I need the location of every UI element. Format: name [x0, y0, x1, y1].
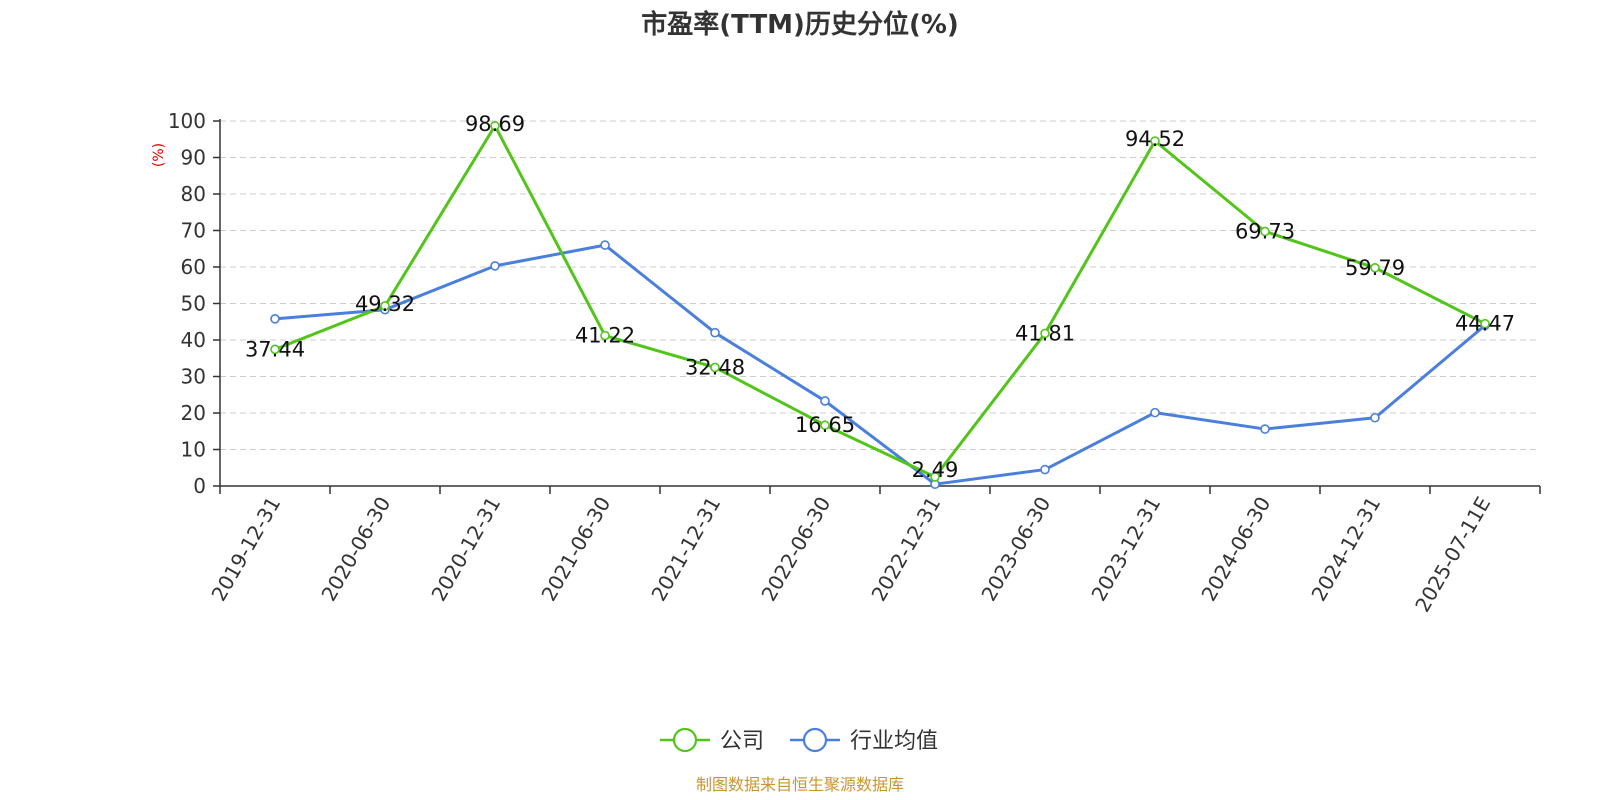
series-1-point	[1040, 464, 1050, 475]
x-tick-label: 2020-06-30	[316, 493, 395, 606]
data-label: 94.52	[1125, 127, 1185, 151]
x-tick-label: 2025-07-11E	[1410, 493, 1495, 617]
legend-marker-icon	[802, 727, 828, 753]
y-tick-label: 30	[181, 365, 206, 389]
x-tick-label: 2019-12-31	[206, 493, 285, 606]
series-line-1	[274, 243, 1486, 486]
data-label: 98.69	[465, 112, 525, 136]
legend-item-1[interactable]: 行业均值	[790, 727, 938, 754]
legend-marker-icon	[672, 727, 698, 753]
data-label: 2.49	[912, 458, 959, 482]
y-tick-label: 80	[181, 182, 206, 206]
y-tick-label: 20	[181, 401, 206, 425]
x-tick-label: 2021-12-31	[646, 493, 725, 606]
y-tick-label: 100	[168, 109, 206, 133]
series-1-point	[1260, 424, 1270, 434]
series-0-point	[380, 301, 390, 311]
data-label: 32.48	[685, 355, 745, 379]
series-0-point	[1370, 262, 1380, 273]
series-1-point	[490, 261, 500, 271]
series-1-point	[1370, 412, 1380, 423]
axes: 0 10 20 30 40 50 60 70 80 90 100 2019-12-31 2020-06-…	[168, 109, 1541, 617]
x-tick-label: 2024-12-31	[1306, 493, 1385, 606]
grid-lines	[220, 120, 1540, 450]
legend[interactable]: 公司 行业均值	[660, 727, 938, 754]
data-label: 16.65	[795, 413, 855, 437]
x-tick-label: 2022-12-31	[866, 493, 945, 606]
x-tick-label: 2020-12-31	[426, 493, 505, 606]
series-0-point	[710, 362, 720, 373]
x-tick-label: 2022-06-30	[756, 493, 835, 606]
source-note: 制图数据来自恒生聚源数据库	[696, 775, 904, 794]
series-0-point	[600, 330, 610, 341]
series-1-point	[710, 327, 720, 338]
series-0-point	[1040, 328, 1050, 339]
x-tick-label: 2024-06-30	[1196, 493, 1275, 606]
y-axis-unit-label: (%)	[151, 143, 167, 167]
series-0-point	[820, 420, 830, 431]
y-tick-label: 0	[193, 474, 206, 498]
data-label: 37.44	[245, 337, 305, 361]
series-0-point	[270, 344, 280, 355]
y-tick-label: 60	[181, 255, 206, 279]
series-0-point	[1480, 318, 1490, 329]
series-1-point	[600, 240, 610, 250]
legend-label: 公司	[720, 729, 764, 754]
series-1-point	[1150, 407, 1160, 418]
legend-item-0[interactable]: 公司	[660, 727, 764, 754]
series-1-point	[270, 314, 280, 324]
y-tick-label: 50	[181, 292, 206, 316]
y-tick-label: 40	[181, 328, 206, 352]
series-line-0	[274, 124, 1486, 479]
y-tick-label: 70	[181, 219, 206, 243]
y-tick-label: 90	[181, 146, 206, 170]
series-0-point	[1150, 136, 1160, 146]
x-tick-label: 2023-12-31	[1086, 493, 1165, 606]
series-0-point	[490, 120, 500, 131]
x-tick-label: 2023-06-30	[976, 493, 1055, 606]
data-label: 41.22	[575, 324, 635, 348]
data-label: 69.73	[1235, 219, 1295, 243]
data-label: 41.81	[1015, 321, 1075, 345]
y-tick-label: 10	[181, 438, 206, 462]
data-label: 44.47	[1455, 312, 1515, 336]
x-tick-label: 2021-06-30	[536, 493, 615, 606]
series-1-point	[820, 396, 830, 406]
data-label: 59.79	[1345, 256, 1405, 280]
data-label: 49.32	[355, 292, 415, 316]
series-0-point	[930, 472, 940, 482]
data-labels: 37.44 49.32 98.69 41.22 32.48 16.65 2.49 41.81 9…	[245, 112, 1515, 482]
series-0-point	[1260, 226, 1270, 237]
chart-title: 市盈率(TTM)历史分位(%)	[641, 9, 959, 40]
legend-label: 行业均值	[850, 729, 938, 754]
series-lines	[270, 120, 1490, 489]
